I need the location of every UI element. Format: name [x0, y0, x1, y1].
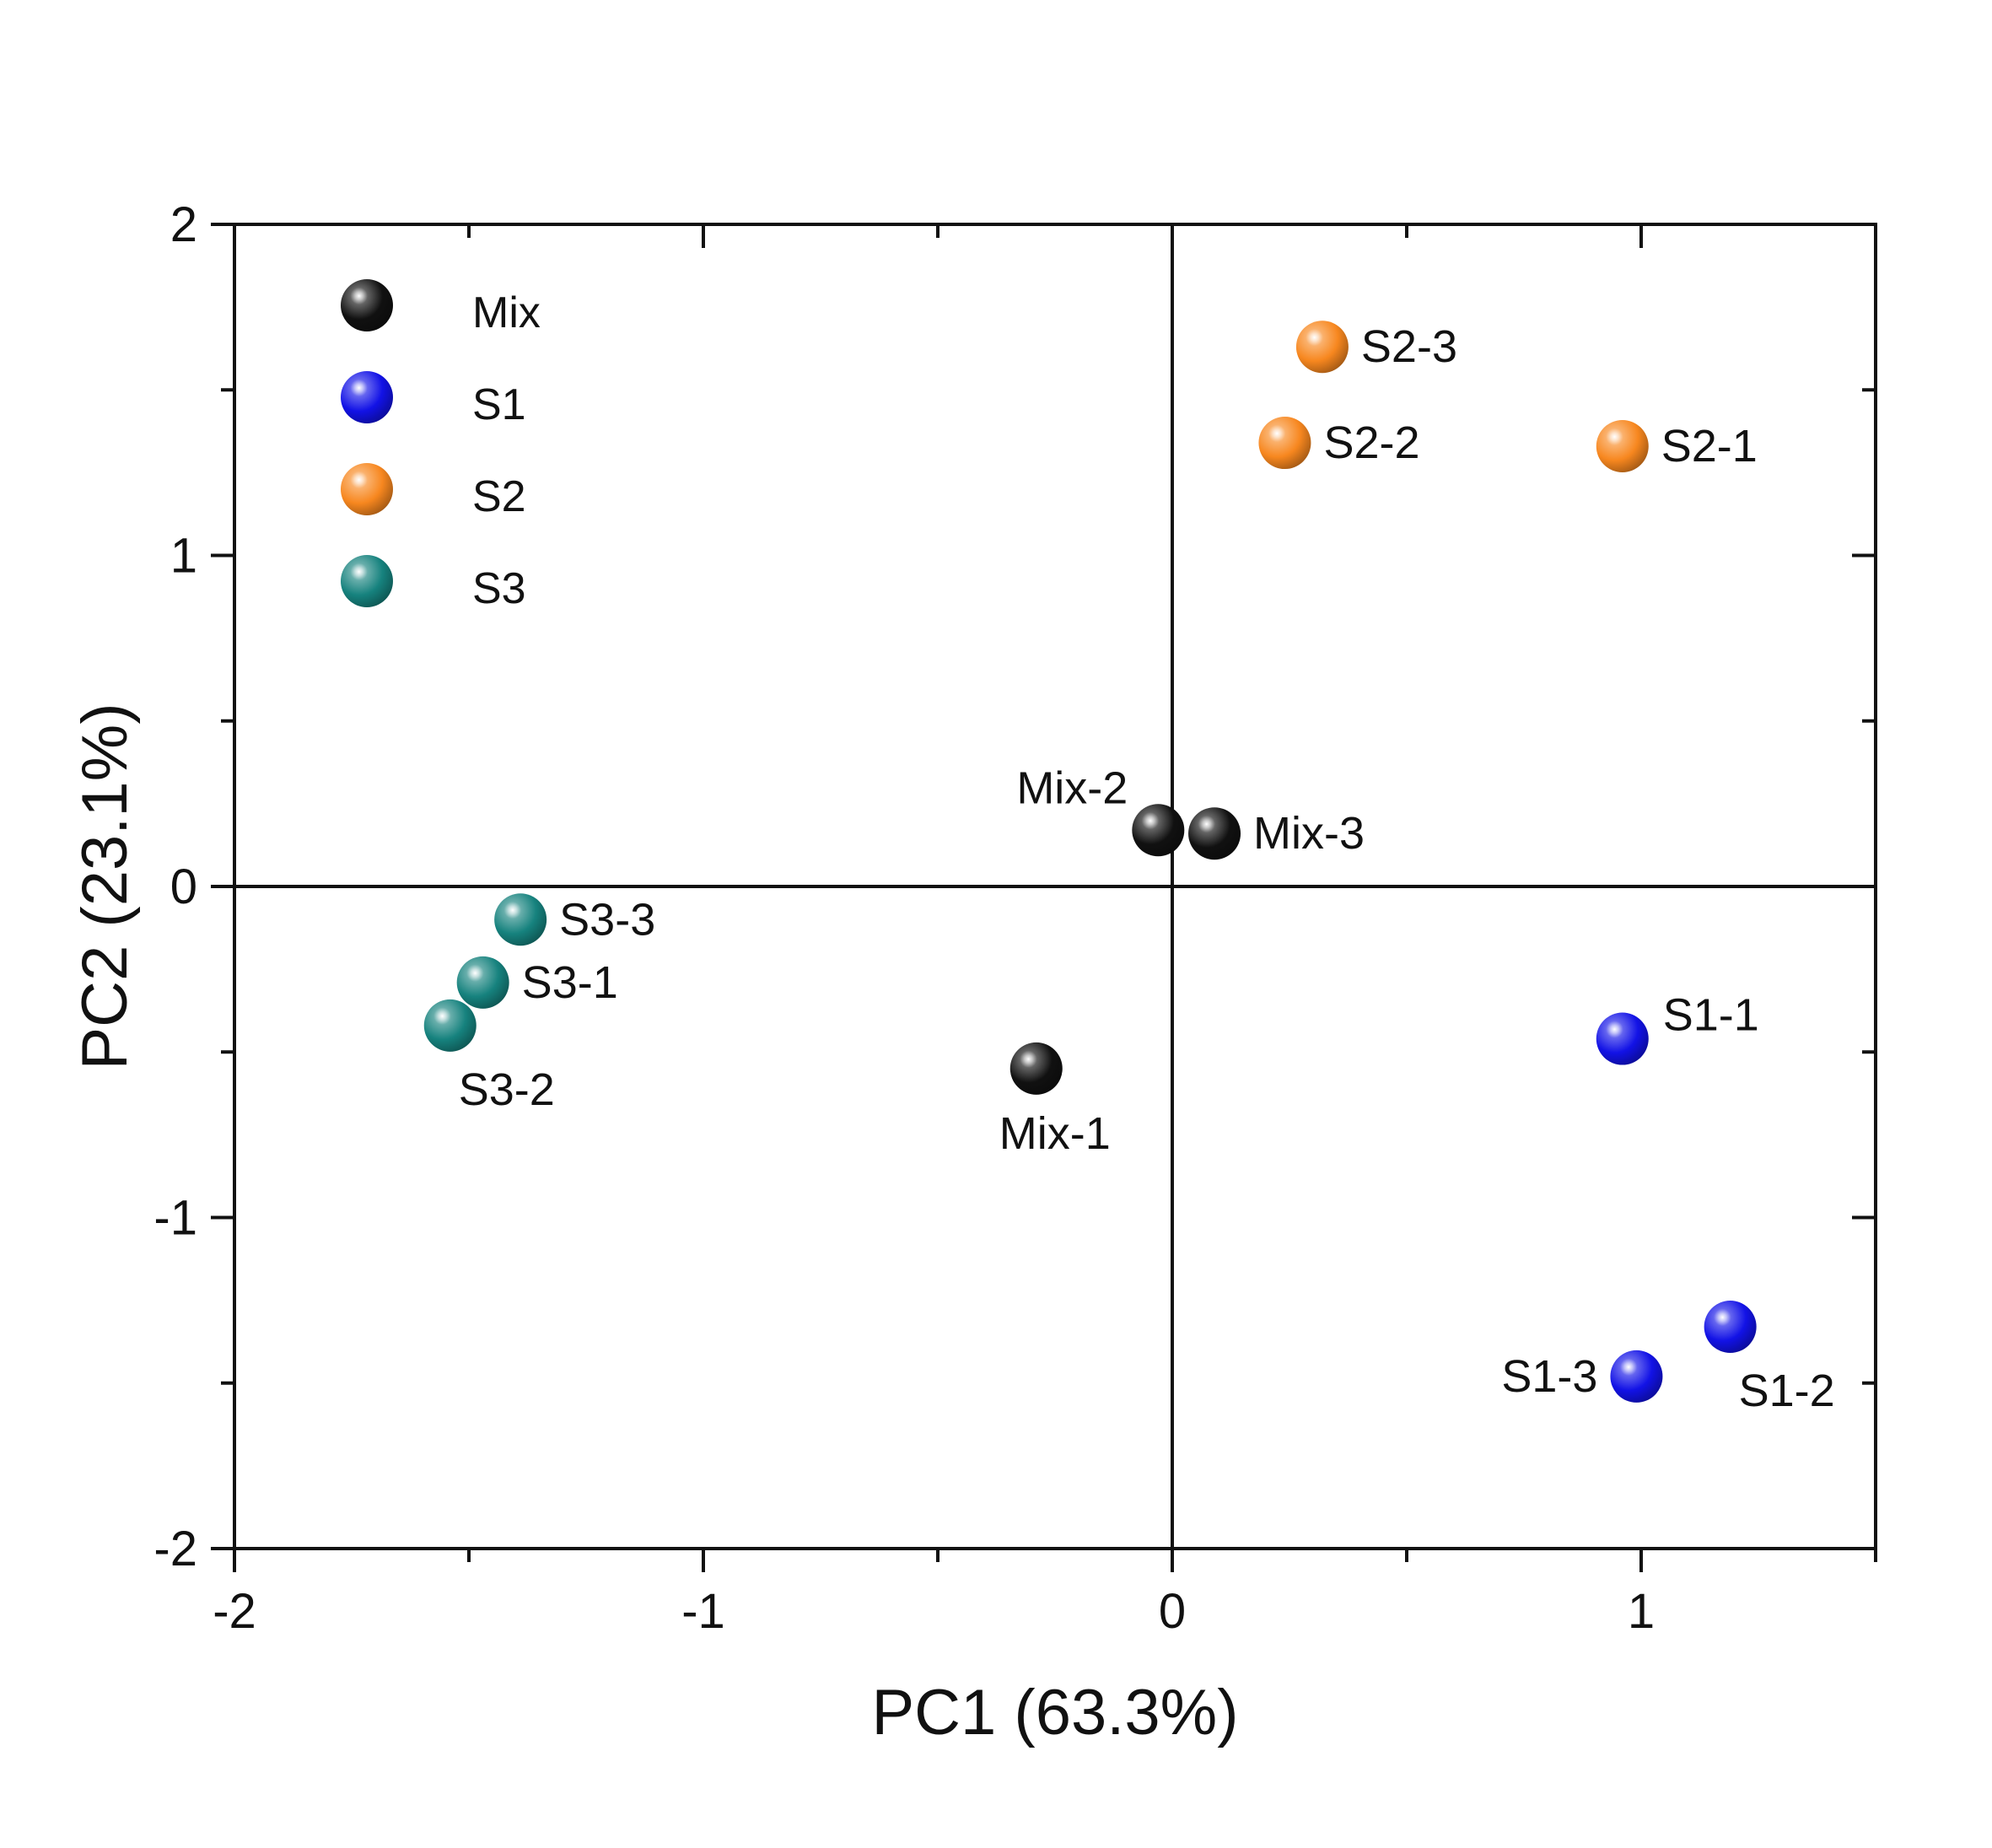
point-s2-1 — [1596, 419, 1649, 472]
y-tick-label: 0 — [170, 859, 197, 914]
legend-label-s1: S1 — [472, 380, 526, 429]
label-s2-2: S2-2 — [1323, 418, 1419, 468]
label-s1-2: S1-2 — [1739, 1366, 1835, 1416]
legend-marker-s2 — [341, 463, 393, 515]
point-s3-1 — [456, 956, 509, 1009]
point-s1-1 — [1596, 1012, 1649, 1065]
label-s1-1: S1-1 — [1663, 990, 1759, 1041]
y-tick-label: 2 — [170, 197, 197, 252]
label-mix-3: Mix-3 — [1253, 808, 1365, 859]
point-mix-2 — [1132, 804, 1185, 857]
point-mix-1 — [1009, 1042, 1063, 1095]
x-axis-title: PC1 (63.3%) — [871, 1677, 1238, 1748]
point-s3-2 — [423, 999, 476, 1052]
y-tick-label: -2 — [153, 1522, 197, 1576]
y-tick-label: 1 — [170, 529, 197, 584]
y-axis-title: PC2 (23.1%) — [69, 703, 141, 1069]
legend-marker-s1 — [341, 371, 393, 423]
point-s3-3 — [494, 893, 547, 946]
x-tick-label: 0 — [1159, 1584, 1186, 1639]
ticks-layer: -2 -1 0 1 -2 -1 0 1 2 — [153, 197, 1877, 1639]
legend-label-s2: S2 — [472, 472, 526, 521]
label-s3-2: S3-2 — [459, 1064, 555, 1115]
x-tick-label: 1 — [1628, 1584, 1655, 1639]
label-s3-1: S3-1 — [522, 957, 618, 1008]
label-s1-3: S1-3 — [1501, 1351, 1597, 1402]
legend-label-mix: Mix — [472, 288, 541, 337]
label-s3-3: S3-3 — [559, 894, 655, 945]
label-s2-3: S2-3 — [1361, 321, 1457, 372]
point-labels-layer: Mix-1 Mix-2 Mix-3 S1-1 S1-2 S1-3 S2-1 S2-2 S2-3 S… — [459, 321, 1835, 1416]
point-s1-2 — [1704, 1301, 1757, 1354]
label-mix-2: Mix-2 — [1016, 762, 1128, 813]
points-layer — [423, 321, 1757, 1403]
legend-marker-s3 — [341, 555, 393, 607]
label-mix-1: Mix-1 — [999, 1108, 1111, 1159]
y-tick-label: -1 — [153, 1191, 197, 1246]
x-tick-label: -1 — [681, 1584, 725, 1639]
legend: Mix S1 S2 S3 — [341, 279, 541, 613]
point-s2-2 — [1258, 417, 1311, 470]
point-s1-3 — [1610, 1350, 1663, 1403]
label-s2-1: S2-1 — [1661, 421, 1758, 471]
point-s2-3 — [1295, 321, 1349, 374]
legend-label-s3: S3 — [472, 564, 526, 613]
legend-marker-mix — [341, 279, 393, 331]
x-tick-label: -2 — [213, 1584, 256, 1639]
point-mix-3 — [1188, 807, 1241, 860]
